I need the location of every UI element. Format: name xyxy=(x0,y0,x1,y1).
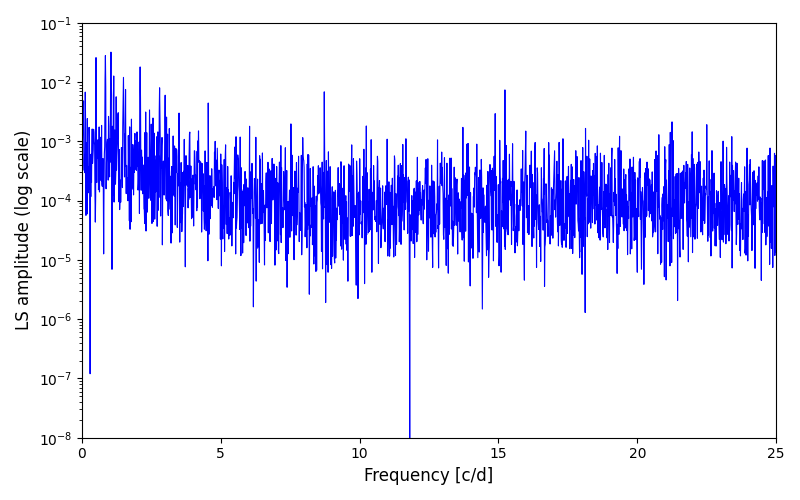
Y-axis label: LS amplitude (log scale): LS amplitude (log scale) xyxy=(15,130,33,330)
X-axis label: Frequency [c/d]: Frequency [c/d] xyxy=(364,467,494,485)
